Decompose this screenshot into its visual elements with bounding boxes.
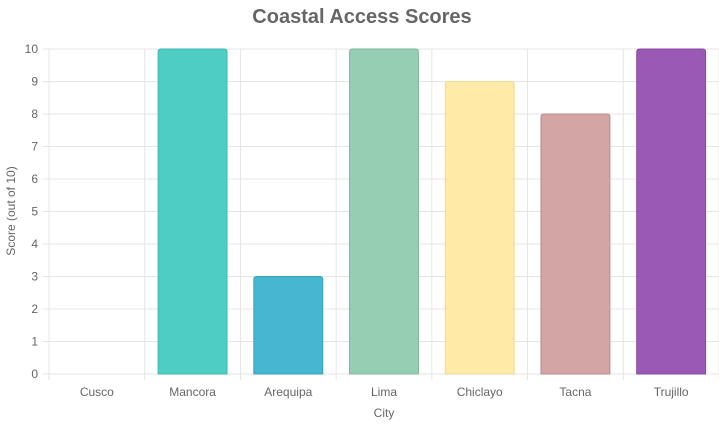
- y-tick-label: 7: [31, 140, 38, 154]
- bar-chiclayo[interactable]: [444, 81, 515, 375]
- bar-lima[interactable]: [349, 48, 419, 375]
- y-tick-label: 9: [31, 75, 38, 89]
- x-tick-label: Mancora: [169, 385, 216, 399]
- x-tick-label: Lima: [371, 385, 397, 399]
- x-tick-label: Tacna: [559, 385, 591, 399]
- x-tick-label: Chiclayo: [457, 385, 503, 399]
- y-tick-label: 0: [31, 367, 38, 381]
- x-axis-label: City: [374, 406, 395, 420]
- x-tick-label: Trujillo: [654, 385, 689, 399]
- y-tick-label: 5: [31, 205, 38, 219]
- y-tick-label: 3: [31, 270, 38, 284]
- bar-arequipa[interactable]: [253, 276, 324, 375]
- y-tick-label: 6: [31, 172, 38, 186]
- x-axis-ticks: Cusco Mancora Arequipa Lima Chiclayo Tacna Tru…: [80, 385, 689, 399]
- y-tick-label: 2: [31, 302, 38, 316]
- y-axis-label: Score (out of 10): [4, 166, 18, 255]
- bar-mancora[interactable]: [157, 48, 228, 375]
- y-tick-label: 4: [31, 237, 38, 251]
- bar-tacna[interactable]: [540, 113, 611, 375]
- bar-trujillo[interactable]: [636, 48, 707, 375]
- y-tick-label: 1: [31, 335, 38, 349]
- x-tick-label: Arequipa: [264, 385, 312, 399]
- bars: [157, 48, 707, 375]
- y-tick-label: 8: [31, 107, 38, 121]
- y-axis-ticks: 0 1 2 3 4 5 6 7 8 9 10: [25, 42, 39, 381]
- y-tick-label: 10: [25, 42, 39, 56]
- chart-title: Coastal Access Scores: [252, 6, 471, 28]
- x-tick-label: Cusco: [80, 385, 114, 399]
